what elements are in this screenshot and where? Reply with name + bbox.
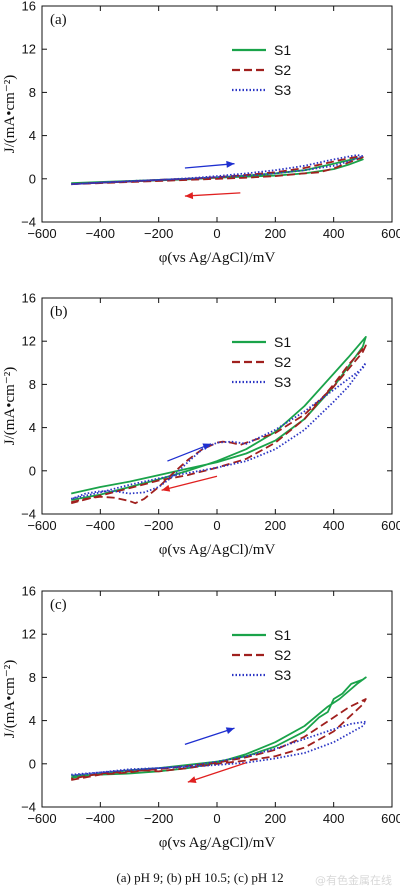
x-tick-label: 0 <box>213 518 220 533</box>
direction-arrowhead <box>202 443 212 450</box>
y-tick-label: 12 <box>22 627 36 642</box>
y-tick-label: −4 <box>21 800 36 815</box>
direction-arrowhead <box>187 776 197 783</box>
y-tick-label: 0 <box>29 756 36 771</box>
y-tick-label: 4 <box>29 420 36 435</box>
legend-label-s2: S2 <box>274 354 291 370</box>
legend-label-s2: S2 <box>274 62 291 78</box>
x-tick-label: 400 <box>323 226 345 241</box>
x-tick-label: −600 <box>27 518 56 533</box>
series-line-s3 <box>71 154 364 186</box>
x-tick-label: 0 <box>213 811 220 826</box>
x-tick-label: −400 <box>86 518 115 533</box>
y-axis-label: J/(mA•cm⁻²) <box>2 660 18 739</box>
x-tick-label: −200 <box>144 518 173 533</box>
direction-arrowhead <box>161 484 171 492</box>
x-tick-label: 400 <box>323 811 345 826</box>
watermark: @有色金属在线 <box>315 874 392 887</box>
x-tick-label: −400 <box>86 811 115 826</box>
x-tick-label: 600 <box>381 811 400 826</box>
x-tick-label: −600 <box>27 226 56 241</box>
y-tick-label: 16 <box>22 0 36 14</box>
x-tick-label: 0 <box>213 226 220 241</box>
series-line-s1 <box>71 335 367 501</box>
series-line-s2 <box>70 344 367 505</box>
panel-label: (b) <box>50 304 68 320</box>
figure-caption: (a) pH 9; (b) pH 10.5; (c) pH 12 <box>116 870 284 885</box>
y-tick-label: 0 <box>29 171 36 186</box>
x-tick-label: 400 <box>323 518 345 533</box>
y-axis-label: J/(mA•cm⁻²) <box>2 367 18 446</box>
direction-arrow <box>161 475 218 491</box>
series-line-s3 <box>70 361 367 500</box>
x-tick-label: −600 <box>27 811 56 826</box>
series-line-s2 <box>71 155 364 186</box>
x-tick-label: −200 <box>144 226 173 241</box>
y-tick-label: 8 <box>29 377 36 392</box>
direction-arrowhead <box>225 727 235 734</box>
direction-arrow <box>187 762 247 783</box>
y-tick-label: 16 <box>22 584 36 599</box>
direction-arrow <box>184 163 235 169</box>
y-tick-label: 4 <box>29 713 36 728</box>
y-tick-label: 12 <box>22 334 36 349</box>
x-axis-label: φ(vs Ag/AgCl)/mV <box>159 835 276 851</box>
direction-arrow <box>184 192 241 197</box>
y-tick-label: 4 <box>29 128 36 143</box>
direction-arrow <box>184 727 235 745</box>
series-line-s1 <box>71 157 364 185</box>
x-tick-label: −200 <box>144 811 173 826</box>
chart-panel-1: −600 −400 −200 0 200 400 600 −4 0 4 8 12 16 φ(vs Ag/A… <box>2 0 400 266</box>
legend-label-s3: S3 <box>274 374 291 390</box>
series-line-s2 <box>71 698 367 781</box>
legend-label-s1: S1 <box>274 42 291 58</box>
y-tick-label: 0 <box>29 463 36 478</box>
x-tick-label: 200 <box>264 518 286 533</box>
x-tick-label: 200 <box>264 226 286 241</box>
plot-frame <box>41 297 393 515</box>
x-tick-label: 600 <box>381 226 400 241</box>
y-tick-label: −4 <box>21 215 36 230</box>
plot-frame <box>41 5 393 223</box>
chart-panel-3: −600 −400 −200 0 200 400 600 −4 0 4 8 12 16 φ(vs Ag/A… <box>2 584 400 852</box>
x-axis-label: φ(vs Ag/AgCl)/mV <box>159 250 276 266</box>
chart-panel-2: −600 −400 −200 0 200 400 600 −4 0 4 8 12 16 φ(vs Ag/A… <box>2 291 400 559</box>
x-tick-label: 200 <box>264 811 286 826</box>
y-axis-label: J/(mA•cm⁻²) <box>2 75 18 154</box>
y-tick-label: 16 <box>22 291 36 306</box>
legend-label-s1: S1 <box>274 334 291 350</box>
y-tick-label: 8 <box>29 85 36 100</box>
x-tick-label: 600 <box>381 518 400 533</box>
direction-arrowhead <box>184 192 194 200</box>
panel-label: (a) <box>50 12 67 28</box>
x-axis-label: φ(vs Ag/AgCl)/mV <box>159 542 276 558</box>
panel-label: (c) <box>50 597 67 613</box>
y-tick-label: 12 <box>22 42 36 57</box>
legend-label-s3: S3 <box>274 82 291 98</box>
y-tick-label: −4 <box>21 507 36 522</box>
legend-label-s2: S2 <box>274 647 291 663</box>
direction-arrowhead <box>226 160 235 168</box>
legend-label-s3: S3 <box>274 667 291 683</box>
legend-label-s1: S1 <box>274 627 291 643</box>
x-tick-label: −400 <box>86 226 115 241</box>
y-tick-label: 8 <box>29 670 36 685</box>
series-line-s3 <box>71 720 367 777</box>
